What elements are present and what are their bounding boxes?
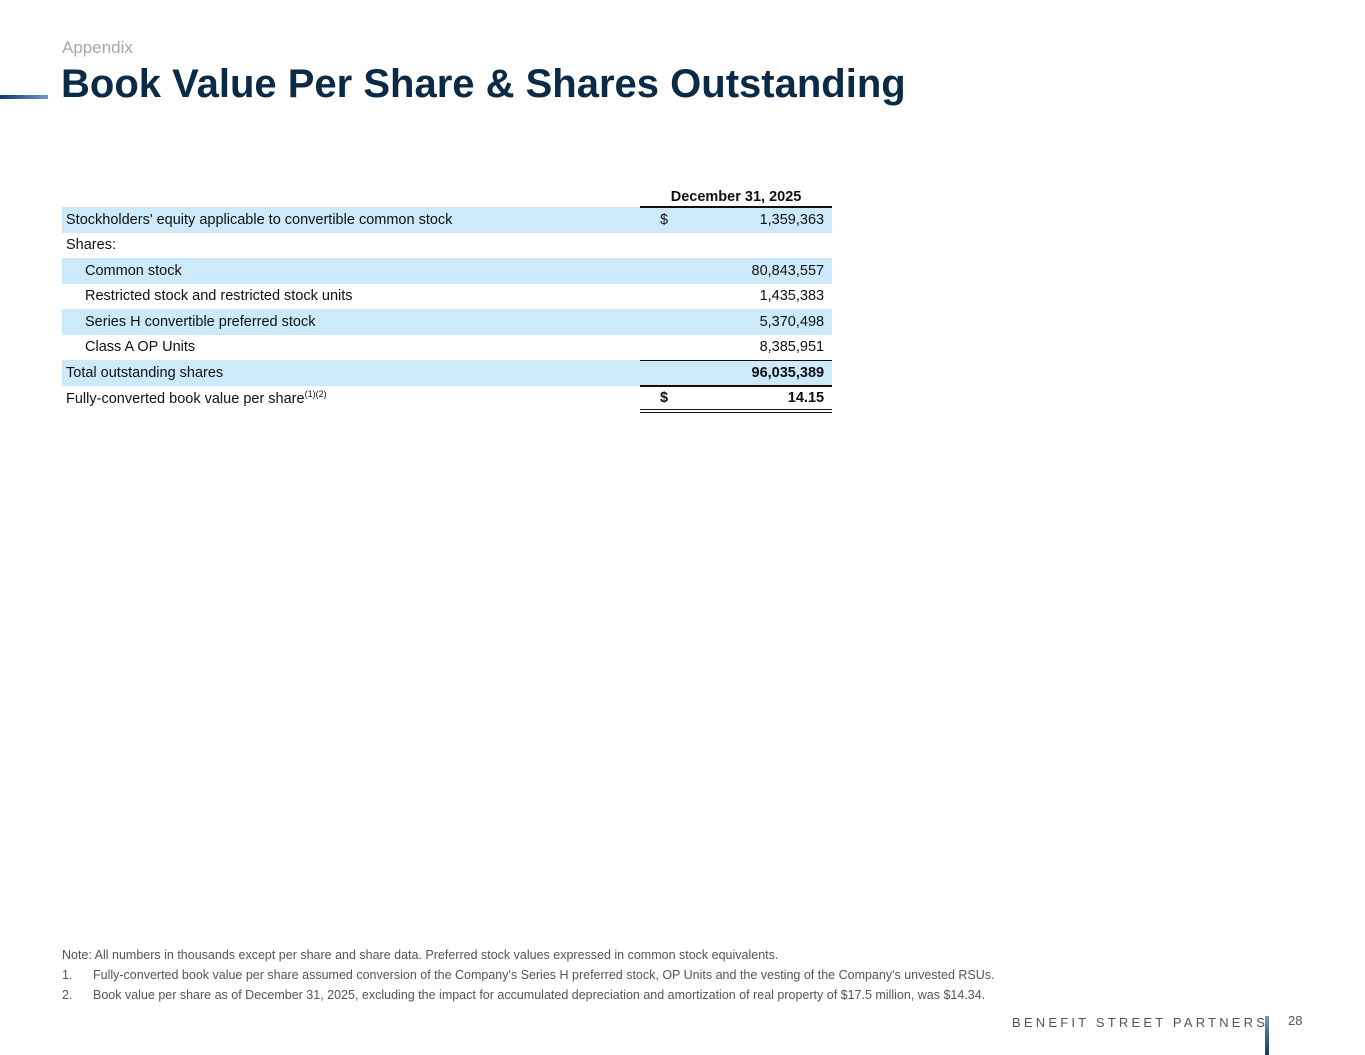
table-row: Class A OP Units 8,385,951 bbox=[85, 339, 825, 356]
table-row: Restricted stock and restricted stock un… bbox=[85, 288, 825, 305]
table-row: Common stock 80,843,557 bbox=[62, 258, 833, 284]
footnote-1: 1. Fully-converted book value per share a… bbox=[62, 968, 995, 982]
note-text: Note: All numbers in thousands except pe… bbox=[62, 948, 779, 962]
column-header: December 31, 2025 bbox=[640, 188, 833, 208]
table-row: Series H convertible preferred stock 5,37… bbox=[62, 309, 833, 335]
footnotes: Note: All numbers in thousands except pe… bbox=[62, 945, 995, 1005]
total-row: Total outstanding shares 96,035,389 bbox=[62, 359, 833, 387]
book-value-table: December 31, 2025 Stockholders' equity a… bbox=[62, 188, 833, 413]
brand-name: BENEFIT STREET PARTNERS bbox=[1012, 1015, 1269, 1030]
page-number: 28 bbox=[1288, 1013, 1303, 1028]
table-row: Stockholders' equity applicable to conve… bbox=[62, 207, 833, 233]
footer-divider bbox=[1265, 1016, 1269, 1055]
table-row: Shares: bbox=[66, 237, 116, 254]
page-title: Book Value Per Share & Shares Outstandin… bbox=[61, 62, 906, 106]
section-label: Appendix bbox=[62, 38, 133, 57]
accent-line bbox=[0, 95, 48, 99]
footnote-2: 2. Book value per share as of December 31… bbox=[62, 988, 986, 1002]
book-value-row: Fully-converted book value per share(1)(… bbox=[62, 385, 833, 413]
